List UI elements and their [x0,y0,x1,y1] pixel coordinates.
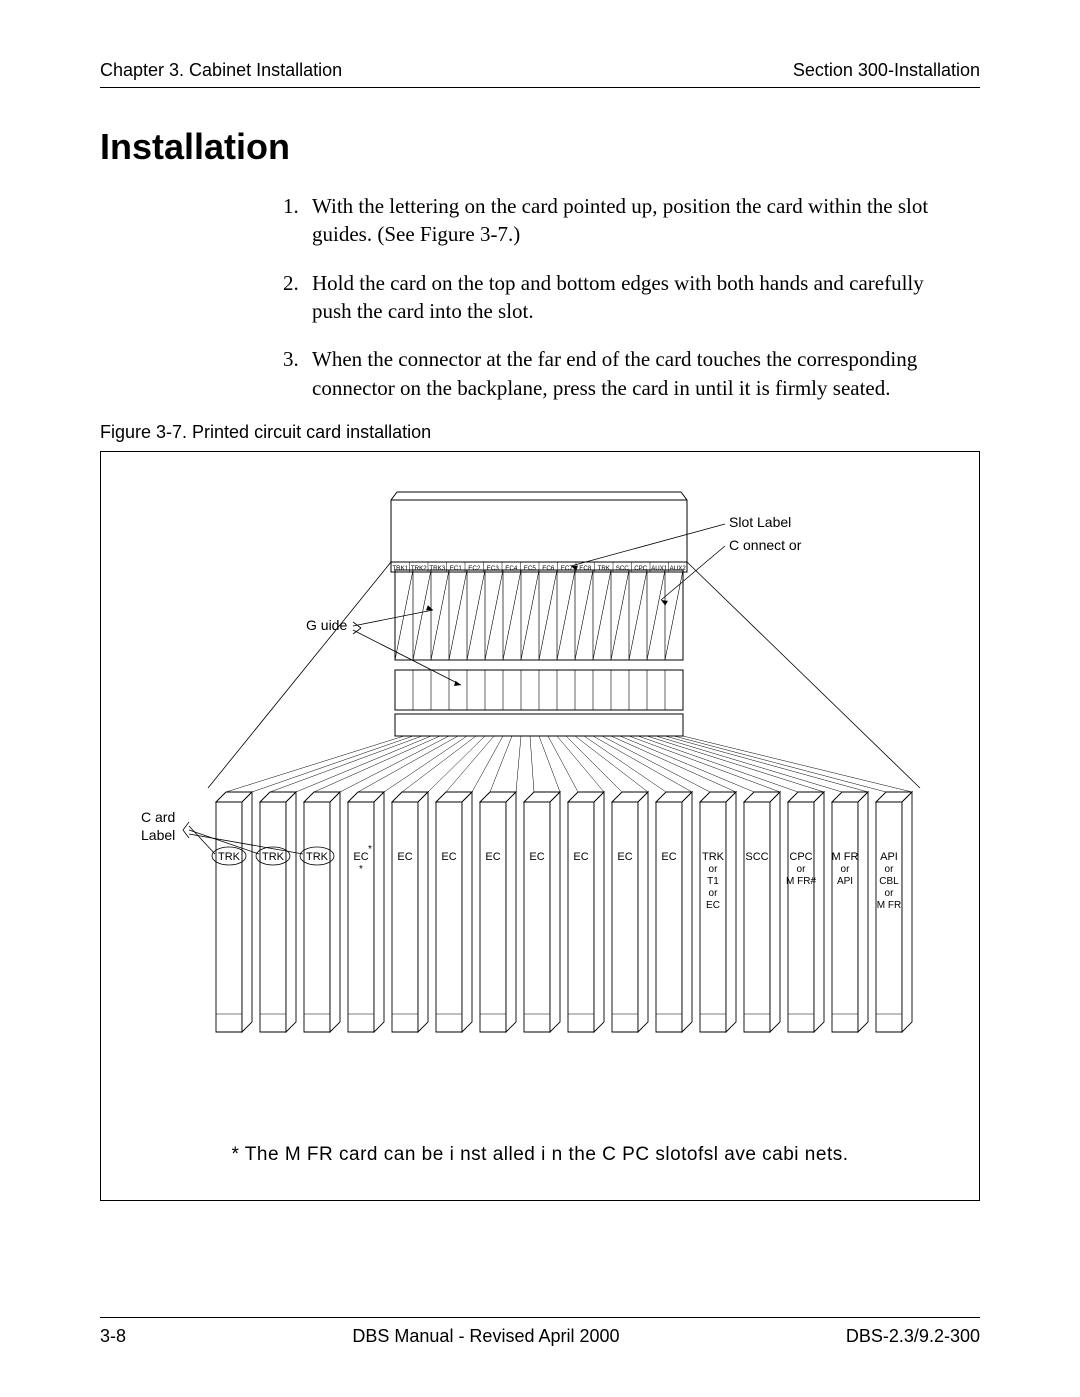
svg-text:*: * [368,844,372,855]
svg-text:TRK: TRK [702,851,725,863]
svg-text:EC: EC [353,851,368,863]
svg-text:M FR#: M FR# [786,876,816,887]
svg-text:or: or [709,888,719,899]
svg-text:or: or [885,888,895,899]
header-left: Chapter 3. Cabinet Installation [100,60,342,81]
svg-text:or: or [841,864,851,875]
svg-text:EC: EC [661,851,676,863]
svg-text:Slot Label: Slot Label [729,514,791,530]
svg-text:EC: EC [397,851,412,863]
svg-text:G uide: G uide [306,617,347,633]
figure-frame: TRK1TRK2TRK3EC1EC2EC3EC4EC5EC6EC7EC8TRKS… [100,451,980,1201]
svg-text:TRK: TRK [598,565,611,572]
svg-text:or: or [797,864,807,875]
svg-text:EC: EC [617,851,632,863]
svg-text:or: or [885,864,895,875]
svg-text:Label: Label [141,827,175,843]
svg-text:API: API [880,851,898,863]
svg-text:TRK: TRK [218,851,241,863]
step-1: With the lettering on the card pointed u… [304,192,960,249]
svg-text:EC3: EC3 [487,565,500,572]
svg-text:C ard: C ard [141,809,175,825]
page-header: Chapter 3. Cabinet Installation Section … [100,60,980,88]
step-3: When the connector at the far end of the… [304,345,960,402]
page-footer: 3-8 DBS Manual - Revised April 2000 DBS-… [100,1317,980,1347]
footer-center: DBS Manual - Revised April 2000 [352,1326,619,1347]
svg-text:EC2: EC2 [468,565,481,572]
svg-text:EC8: EC8 [579,565,592,572]
svg-text:TRK: TRK [262,851,285,863]
svg-text:EC4: EC4 [505,565,518,572]
installation-steps: With the lettering on the card pointed u… [280,192,960,402]
svg-text:TRK: TRK [306,851,329,863]
figure-caption: Figure 3-7. Printed circuit card install… [100,422,980,443]
svg-text:EC: EC [441,851,456,863]
svg-text:or: or [709,864,719,875]
svg-text:API: API [837,876,853,887]
footer-left: 3-8 [100,1326,126,1347]
svg-text:CPC: CPC [789,851,812,863]
svg-text:EC: EC [706,900,720,911]
circuit-diagram: TRK1TRK2TRK3EC1EC2EC3EC4EC5EC6EC7EC8TRKS… [101,452,977,1200]
svg-text:EC: EC [573,851,588,863]
svg-text:EC: EC [529,851,544,863]
header-right: Section 300-Installation [793,60,980,81]
svg-text:SCC: SCC [616,565,630,572]
svg-text:C onnect or: C onnect or [729,537,802,553]
svg-text:AUX1: AUX1 [651,565,668,572]
figure-footnote: * The M FR card can be i nst alled i n t… [101,1144,979,1166]
svg-text:M FR: M FR [832,851,859,863]
step-2: Hold the card on the top and bottom edge… [304,269,960,326]
svg-text:CBL: CBL [879,876,899,887]
svg-text:EC5: EC5 [524,565,537,572]
svg-text:*: * [359,864,363,875]
svg-text:EC: EC [485,851,500,863]
svg-text:EC6: EC6 [542,565,555,572]
svg-text:TRK3: TRK3 [429,565,445,572]
main-title: Installation [100,126,980,168]
svg-text:EC1: EC1 [450,565,463,572]
svg-text:M FR: M FR [877,900,901,911]
svg-text:T1: T1 [707,876,719,887]
footer-right: DBS-2.3/9.2-300 [846,1326,980,1347]
svg-text:AUX2: AUX2 [670,565,687,572]
svg-text:CPC: CPC [634,565,648,572]
svg-text:SCC: SCC [745,851,768,863]
